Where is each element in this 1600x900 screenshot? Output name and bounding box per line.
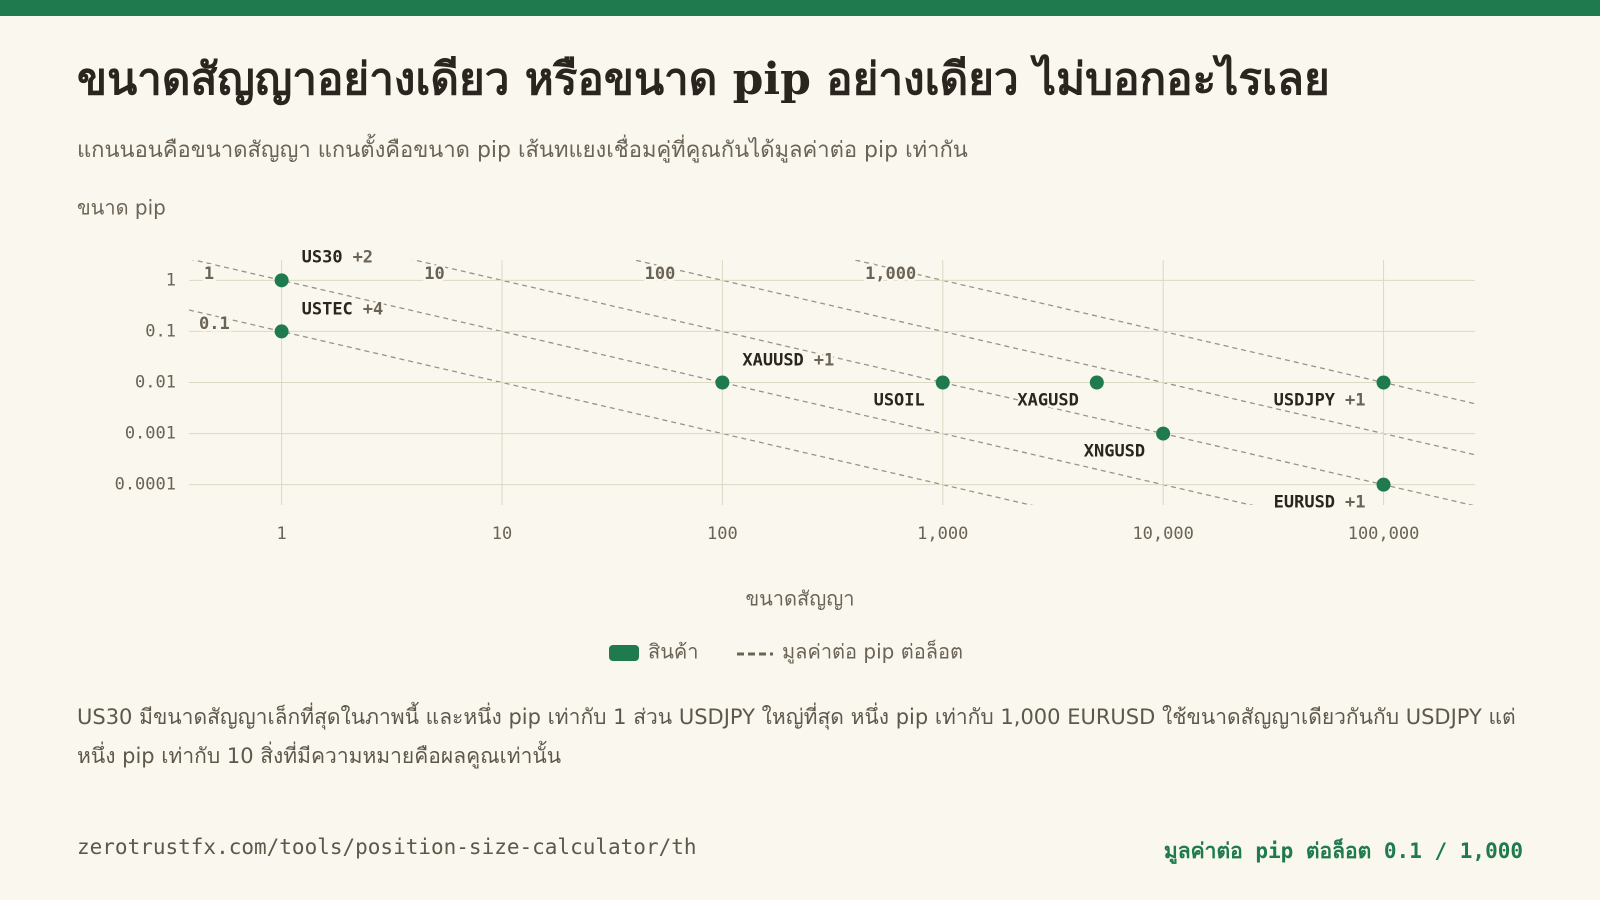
plot-area xyxy=(189,260,1475,505)
point-label: USTEC +4 xyxy=(302,299,384,319)
x-tick-label: 10 xyxy=(492,524,512,544)
reference-line xyxy=(411,260,1475,505)
reference-line xyxy=(191,260,1254,505)
point-name: XAGUSD xyxy=(1017,391,1078,411)
point-label: US30 +2 xyxy=(302,247,373,267)
point-label: XAGUSD xyxy=(1017,391,1078,411)
reference-line xyxy=(631,260,1475,456)
data-point xyxy=(1376,477,1391,492)
data-point xyxy=(274,273,289,288)
data-point xyxy=(1089,375,1104,390)
y-axis-label: ขนาด pip xyxy=(77,196,166,220)
data-point xyxy=(274,324,289,339)
x-tick-label: 100,000 xyxy=(1348,524,1420,544)
chart: ขนาด pip ขนาดสัญญา 1 0.1 0.01 0.001 0.0001 1 1… xyxy=(77,196,1475,665)
footer-url: zerotrustfx.com/tools/position-size-calc… xyxy=(77,835,697,859)
reference-line xyxy=(852,260,1475,405)
point-label: EURUSD +1 xyxy=(1274,493,1366,513)
x-tick-label: 1,000 xyxy=(917,524,968,544)
footer-summary: มูลค่าต่อ pip ต่อล็อต 0.1 / 1,000 xyxy=(1163,839,1523,863)
reference-line-label: 1 xyxy=(204,264,214,284)
top-bar xyxy=(0,0,1600,16)
x-tick-label: 100 xyxy=(707,524,738,544)
reference-line-label: 10 xyxy=(424,264,444,284)
note: US30 มีขนาดสัญญาเล็กที่สุดในภาพนี้ และหน… xyxy=(77,705,1516,768)
x-tick-label: 1 xyxy=(276,524,286,544)
data-point xyxy=(935,375,950,390)
point-badge: +1 xyxy=(814,351,834,371)
reference-line-label: 100 xyxy=(645,264,676,284)
reference-line-label: 1,000 xyxy=(865,264,916,284)
title: ขนาดสัญญาอย่างเดียว หรือขนาด pip อย่างเด… xyxy=(77,54,1330,105)
point-name: USTEC xyxy=(302,299,353,319)
point-name: EURUSD xyxy=(1274,493,1335,513)
point-label: USDJPY +1 xyxy=(1274,391,1366,411)
point-name: US30 xyxy=(302,247,343,267)
point-label: USOIL xyxy=(874,391,925,411)
y-tick-label: 0.0001 xyxy=(115,475,176,495)
legend-swatch xyxy=(609,645,639,661)
point-name: USDJPY xyxy=(1274,391,1336,411)
reference-line xyxy=(189,309,1034,505)
y-tick-label: 0.01 xyxy=(135,373,176,393)
point-name: XNGUSD xyxy=(1084,442,1145,462)
point-name: USOIL xyxy=(874,391,925,411)
x-tick-label: 10,000 xyxy=(1132,524,1193,544)
legend-label: มูลค่าต่อ pip ต่อล็อต xyxy=(782,639,963,665)
y-tick-label: 1 xyxy=(166,270,176,290)
data-point xyxy=(715,375,730,390)
point-label: XAUUSD +1 xyxy=(742,351,834,371)
point-badge: +2 xyxy=(353,247,373,267)
point-badge: +4 xyxy=(363,299,383,319)
point-badge: +1 xyxy=(1345,493,1365,513)
y-tick-label: 0.001 xyxy=(125,424,176,444)
data-point xyxy=(1376,375,1391,390)
x-axis-label: ขนาดสัญญา xyxy=(745,587,854,611)
reference-line-label: 0.1 xyxy=(199,314,230,334)
data-point xyxy=(1156,426,1171,441)
point-label: XNGUSD xyxy=(1084,442,1145,462)
legend-label: สินค้า xyxy=(648,640,699,664)
subtitle: แกนนอนคือขนาดสัญญา แกนตั้งคือขนาด pip เส… xyxy=(77,138,968,163)
point-name: XAUUSD xyxy=(742,351,803,371)
point-badge: +1 xyxy=(1345,391,1365,411)
y-tick-label: 0.1 xyxy=(145,321,176,341)
